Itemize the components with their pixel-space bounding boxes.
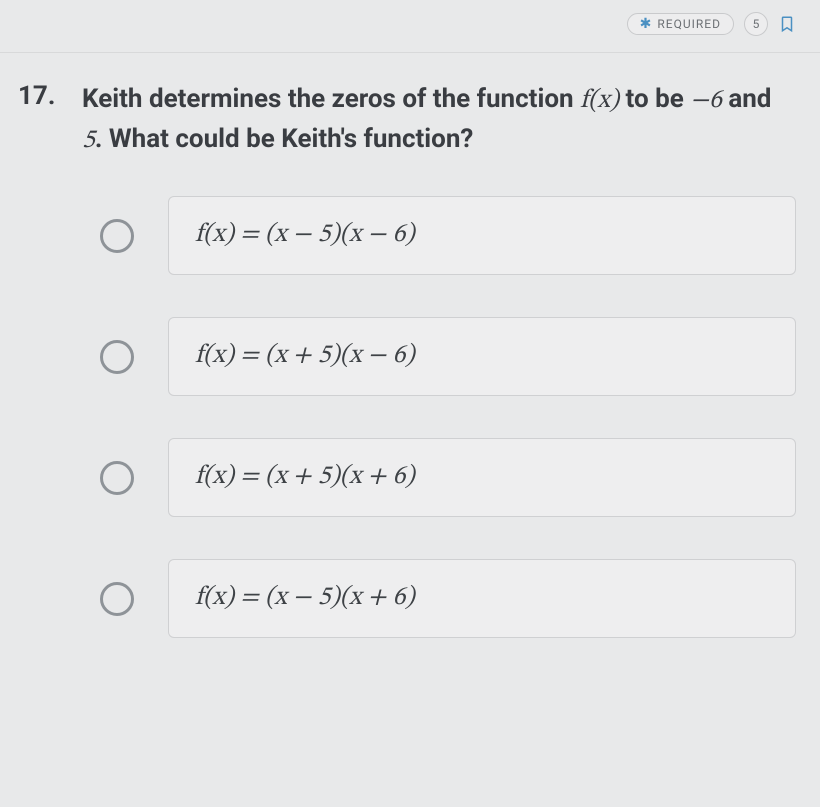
- option-row[interactable]: f(x) = (x − 5)(x − 6): [100, 196, 796, 275]
- option-box[interactable]: f(x) = (x + 5)(x + 6): [168, 438, 796, 517]
- option-expression: f(x) = (x − 5)(x − 6): [195, 222, 415, 248]
- question-text-part: . What could be Keith's function?: [95, 124, 474, 154]
- option-box[interactable]: f(x) = (x − 5)(x + 6): [168, 559, 796, 638]
- option-row[interactable]: f(x) = (x − 5)(x + 6): [100, 559, 796, 638]
- points-badge: 5: [744, 12, 768, 36]
- radio-button[interactable]: [100, 219, 134, 253]
- options-list: f(x) = (x − 5)(x − 6) f(x) = (x + 5)(x −…: [0, 160, 820, 638]
- question-math: −6: [690, 88, 722, 114]
- question-block: 17. Keith determines the zeros of the fu…: [0, 53, 820, 160]
- question-text-part: to be: [619, 84, 690, 114]
- radio-button[interactable]: [100, 461, 134, 495]
- radio-button[interactable]: [100, 340, 134, 374]
- radio-button[interactable]: [100, 582, 134, 616]
- option-expression: f(x) = (x + 5)(x + 6): [195, 464, 415, 490]
- question-text: Keith determines the zeros of the functi…: [82, 81, 792, 160]
- question-math: f(x): [580, 88, 619, 114]
- question-math: 5: [82, 128, 95, 154]
- required-badge: ✱ REQUIRED: [627, 13, 734, 35]
- asterisk-icon: ✱: [640, 17, 653, 31]
- question-number: 17.: [18, 81, 64, 160]
- question-header: ✱ REQUIRED 5: [0, 0, 820, 53]
- question-text-part: and: [722, 84, 772, 114]
- option-row[interactable]: f(x) = (x + 5)(x + 6): [100, 438, 796, 517]
- question-text-part: Keith determines the zeros of the functi…: [82, 84, 580, 114]
- option-row[interactable]: f(x) = (x + 5)(x − 6): [100, 317, 796, 396]
- option-expression: f(x) = (x − 5)(x + 6): [195, 585, 415, 611]
- required-label: REQUIRED: [657, 17, 721, 31]
- option-box[interactable]: f(x) = (x + 5)(x − 6): [168, 317, 796, 396]
- option-expression: f(x) = (x + 5)(x − 6): [195, 343, 415, 369]
- bookmark-icon[interactable]: [778, 15, 796, 33]
- option-box[interactable]: f(x) = (x − 5)(x − 6): [168, 196, 796, 275]
